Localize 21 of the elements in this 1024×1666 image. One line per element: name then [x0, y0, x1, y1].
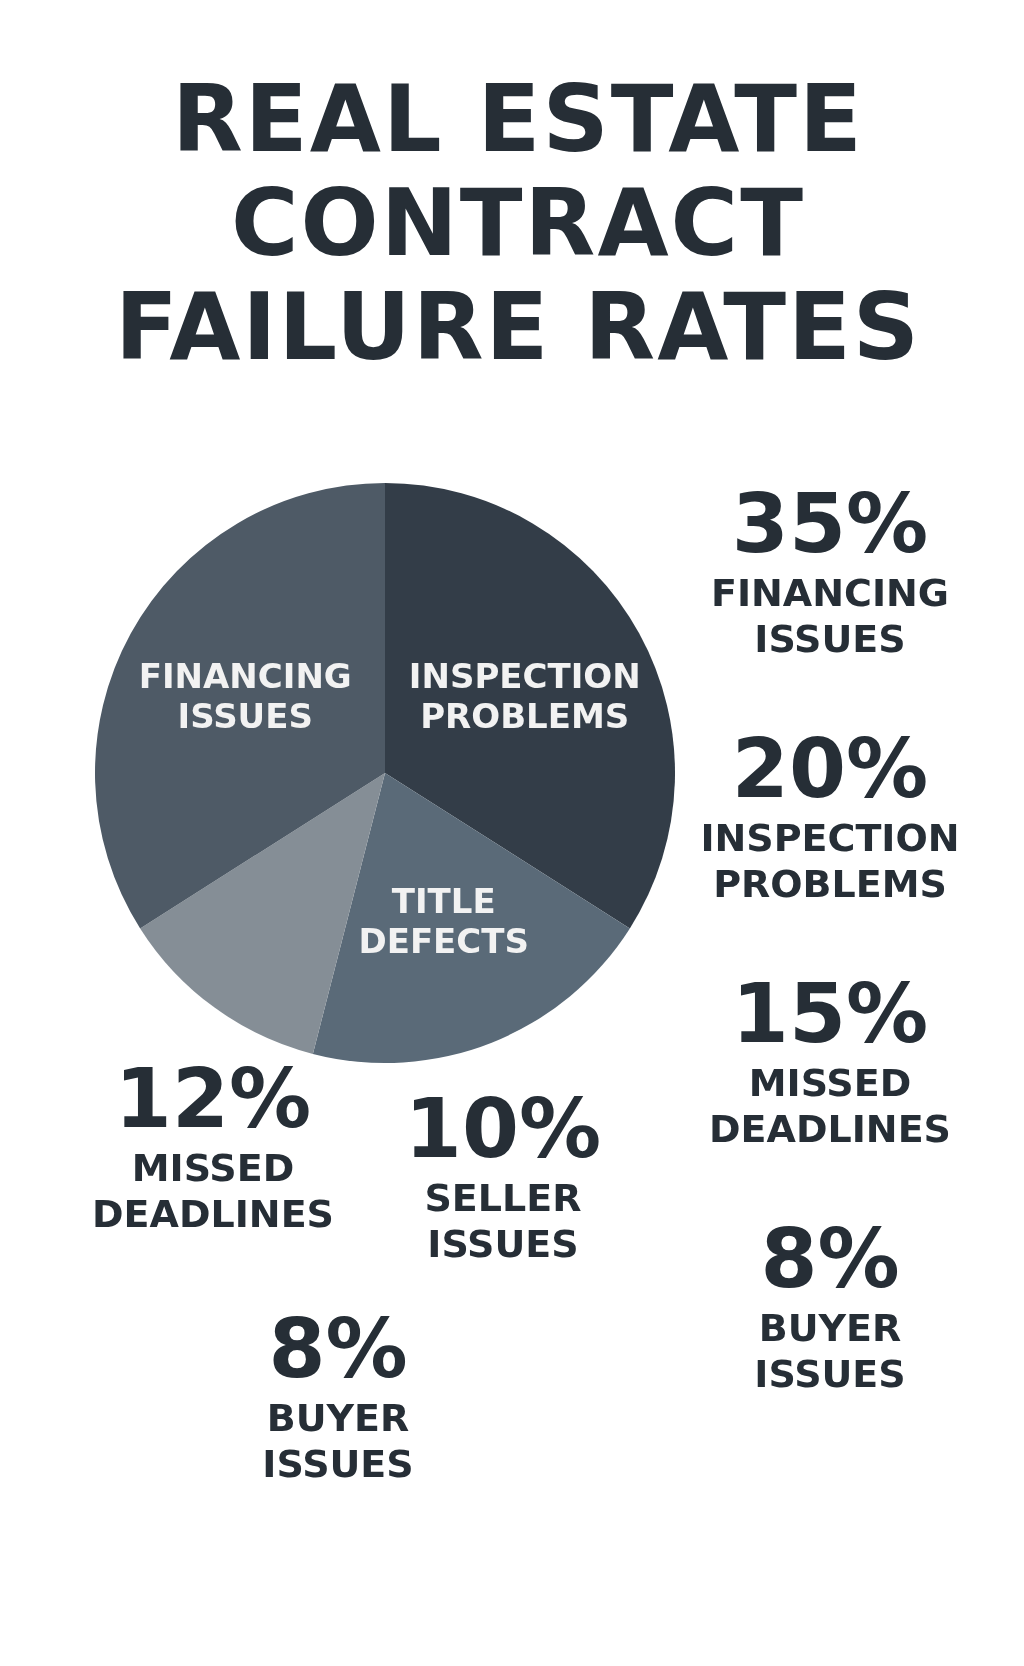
text: 8% — [267, 1301, 409, 1396]
text: BUYER ISSUES — [754, 1305, 906, 1397]
chart-title: REAL ESTATE CONTRACT FAILURE RATES — [113, 66, 923, 381]
text: 8% — [759, 1211, 901, 1306]
text: 15% — [730, 966, 930, 1061]
pie-slice — [95, 483, 385, 929]
text: MISSED DEADLINES — [709, 1060, 951, 1152]
pie-slice — [312, 773, 630, 1063]
pie-slice — [385, 483, 675, 929]
slice-label: FINANCING ISSUES — [138, 656, 352, 737]
text: SELLER ISSUES — [424, 1175, 582, 1267]
slice-label: TITLE DEFECTS — [358, 881, 529, 962]
text: 20% — [730, 721, 930, 816]
text: MISSED DEADLINES — [92, 1145, 334, 1237]
text: INSPECTION PROBLEMS — [700, 815, 960, 907]
text: 12% — [114, 1051, 312, 1146]
slice-label: INSPECTION PROBLEMS — [408, 656, 641, 737]
text: FINANCING ISSUES — [710, 570, 950, 662]
text: BUYER ISSUES — [262, 1395, 414, 1487]
text: 35% — [730, 476, 930, 571]
text: 10% — [404, 1081, 602, 1176]
